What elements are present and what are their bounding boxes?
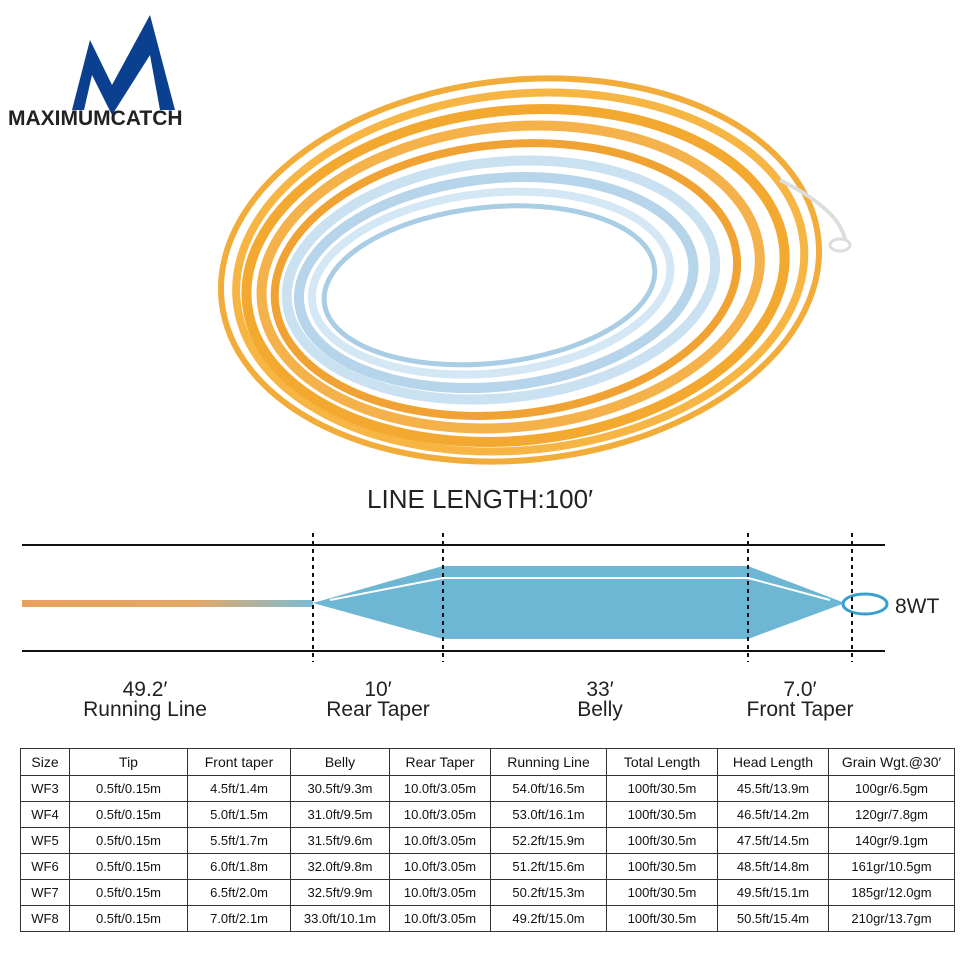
table-cell: 5.0ft/1.5m	[187, 801, 291, 828]
table-cell: WF3	[20, 775, 70, 802]
table-cell: 4.5ft/1.4m	[187, 775, 291, 802]
table-row: WF6 0.5ft/0.15m 6.0ft/1.8m 32.0ft/9.8m 10.0f…	[20, 853, 955, 880]
table-cell: Head Length	[717, 748, 829, 776]
table-row: WF3 0.5ft/0.15m 4.5ft/1.4m 30.5ft/9.3m 10.0f…	[20, 775, 955, 802]
table-row: Size Tip Front taper Belly Rear Taper Running…	[20, 748, 955, 776]
table-cell: 100gr/6.5gm	[828, 775, 955, 802]
table-cell: 100ft/30.5m	[606, 801, 718, 828]
table-cell: WF4	[20, 801, 70, 828]
table-row: WF8 0.5ft/0.15m 7.0ft/2.1m 33.0ft/10.1m 10.0…	[20, 905, 955, 932]
segment-labels: 49.2′Running Line 10′Rear Taper 33′Belly 7.…	[83, 678, 853, 721]
table-row: WF5 0.5ft/0.15m 5.5ft/1.7m 31.5ft/9.6m 10.0f…	[20, 827, 955, 854]
segment-name: Front Taper	[747, 698, 854, 721]
table-cell: 50.2ft/15.3m	[490, 879, 607, 906]
table-cell: 48.5ft/14.8m	[717, 853, 829, 880]
table-cell: 54.0ft/16.5m	[490, 775, 607, 802]
table-cell: 33.0ft/10.1m	[290, 905, 390, 932]
table-cell: 120gr/7.8gm	[828, 801, 955, 828]
table-cell: 5.5ft/1.7m	[187, 827, 291, 854]
table-cell: 0.5ft/0.15m	[69, 775, 188, 802]
table-cell: Belly	[290, 748, 390, 776]
table-cell: 46.5ft/14.2m	[717, 801, 829, 828]
table-cell: 49.2ft/15.0m	[490, 905, 607, 932]
table-cell: WF7	[20, 879, 70, 906]
table-cell: 100ft/30.5m	[606, 853, 718, 880]
table-cell: Front taper	[187, 748, 291, 776]
table-cell: 31.5ft/9.6m	[290, 827, 390, 854]
line-coil	[217, 75, 852, 465]
table-cell: 10.0ft/3.05m	[389, 801, 491, 828]
table-cell: 185gr/12.0gm	[828, 879, 955, 906]
table-cell: 50.5ft/15.4m	[717, 905, 829, 932]
weight-label: 8WT	[895, 595, 940, 618]
table-cell: 0.5ft/0.15m	[69, 801, 188, 828]
table-cell: 49.5ft/15.1m	[717, 879, 829, 906]
table-cell: 0.5ft/0.15m	[69, 879, 188, 906]
table-cell: 32.5ft/9.9m	[290, 879, 390, 906]
table-row: WF4 0.5ft/0.15m 5.0ft/1.5m 31.0ft/9.5m 10.0f…	[20, 801, 955, 828]
table-cell: WF6	[20, 853, 70, 880]
table-cell: WF8	[20, 905, 70, 932]
table-cell: 210gr/13.7gm	[828, 905, 955, 932]
table-cell: 47.5ft/14.5m	[717, 827, 829, 854]
diagram-title: LINE LENGTH:100′	[367, 484, 593, 514]
illustration: MAXIMUMCATCH LINE LENGTH:100′ 8WT 49.2′R…	[8, 15, 940, 721]
segment-name: Running Line	[83, 698, 207, 721]
table-cell: 30.5ft/9.3m	[290, 775, 390, 802]
table-cell: 53.0ft/16.1m	[490, 801, 607, 828]
segment-length: 10′	[364, 678, 391, 701]
table-cell: 100ft/30.5m	[606, 879, 718, 906]
table-cell: 6.0ft/1.8m	[187, 853, 291, 880]
table-cell: 10.0ft/3.05m	[389, 905, 491, 932]
table-cell: 6.5ft/2.0m	[187, 879, 291, 906]
segment-name: Belly	[577, 698, 623, 721]
segment-length: 33′	[586, 678, 613, 701]
logo-mark	[72, 15, 175, 115]
table-cell: 10.0ft/3.05m	[389, 775, 491, 802]
table-cell: 32.0ft/9.8m	[290, 853, 390, 880]
table-cell: 100ft/30.5m	[606, 775, 718, 802]
segment-length: 7.0′	[783, 678, 816, 701]
table-cell: Grain Wgt.@30′	[828, 748, 955, 776]
table-cell: 161gr/10.5gm	[828, 853, 955, 880]
table-cell: 0.5ft/0.15m	[69, 853, 188, 880]
table-row: WF7 0.5ft/0.15m 6.5ft/2.0m 32.5ft/9.9m 10.0f…	[20, 879, 955, 906]
table-cell: 10.0ft/3.05m	[389, 879, 491, 906]
table-cell: Total Length	[606, 748, 718, 776]
table-cell: 10.0ft/3.05m	[389, 853, 491, 880]
table-cell: 0.5ft/0.15m	[69, 827, 188, 854]
table-cell: 140gr/9.1gm	[828, 827, 955, 854]
table-cell: 51.2ft/15.6m	[490, 853, 607, 880]
table-cell: 0.5ft/0.15m	[69, 905, 188, 932]
table-cell: 10.0ft/3.05m	[389, 827, 491, 854]
table-cell: 7.0ft/2.1m	[187, 905, 291, 932]
brand: MAXIMUMCATCH	[8, 107, 183, 130]
table-cell: 52.2ft/15.9m	[490, 827, 607, 854]
table-cell: Size	[20, 748, 70, 776]
spec-table: Size Tip Front taper Belly Rear Taper Running…	[20, 748, 955, 932]
table-cell: Tip	[69, 748, 188, 776]
table-cell: WF5	[20, 827, 70, 854]
table-cell: Rear Taper	[389, 748, 491, 776]
table-cell: 45.5ft/13.9m	[717, 775, 829, 802]
line-diagram	[22, 533, 889, 662]
table-cell: 100ft/30.5m	[606, 827, 718, 854]
table-cell: 100ft/30.5m	[606, 905, 718, 932]
segment-length: 49.2′	[123, 678, 168, 701]
segment-name: Rear Taper	[326, 698, 430, 721]
table-cell: Running Line	[490, 748, 607, 776]
table-cell: 31.0ft/9.5m	[290, 801, 390, 828]
